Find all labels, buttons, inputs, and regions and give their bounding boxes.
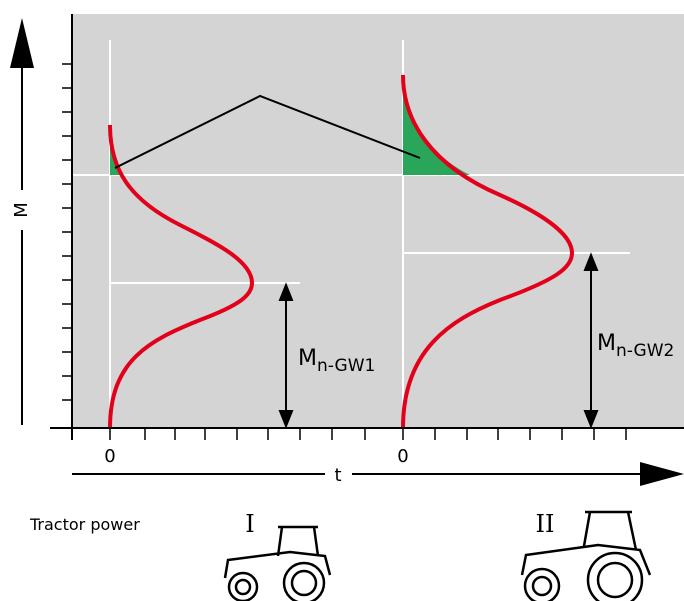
axes [21, 14, 684, 475]
limit-label: Mn-GW2 [597, 331, 674, 361]
x-arrowhead [640, 462, 684, 486]
y-label-bg [14, 190, 30, 230]
origin-label: 0 [397, 446, 408, 467]
pointer-lines [114, 94, 421, 169]
limit-label: Mn-GW1 [298, 346, 375, 376]
tractor-caption: Tractor power [29, 515, 140, 534]
tractor-icon [223, 525, 332, 601]
plot-area [72, 14, 684, 428]
limit-symbol: M [597, 331, 616, 356]
origin-label: 0 [104, 446, 115, 467]
tractor-class: I [245, 510, 254, 538]
exceed-areas [110, 92, 470, 175]
distribution-curves [108, 74, 575, 429]
limit-arrows [278, 252, 599, 429]
tractor-icon [520, 510, 652, 601]
limit-subscript: n-GW2 [616, 341, 674, 361]
x-axis-label: t [334, 465, 341, 486]
tractor-class: II [536, 510, 555, 538]
limit-symbol: M [298, 346, 317, 371]
y-arrowhead [10, 18, 34, 68]
limit-subscript: n-GW1 [317, 356, 375, 376]
y-axis-label: M [11, 202, 32, 218]
